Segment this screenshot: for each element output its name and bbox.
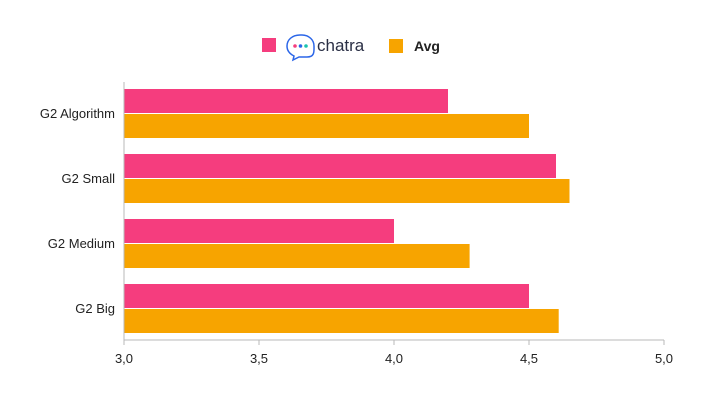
logo-dot: [304, 44, 308, 48]
category-label: G2 Big: [75, 301, 115, 316]
legend-swatch-chatra: [262, 38, 276, 52]
x-tick-label: 4,0: [385, 351, 403, 366]
chatra-logo: chatra: [286, 34, 365, 62]
bar-chatra-g2-big: [124, 284, 529, 308]
bar-avg-g2-big: [124, 309, 559, 333]
category-label: G2 Medium: [48, 236, 115, 251]
bar-avg-g2-algorithm: [124, 114, 529, 138]
legend-label-chatra: chatra: [317, 36, 365, 55]
category-labels: G2 Algorithm G2 Small G2 Medium G2 Big: [40, 106, 115, 316]
logo-dot: [298, 44, 303, 48]
x-tick-label: 3,5: [250, 351, 268, 366]
category-label: G2 Small: [62, 171, 116, 186]
x-tick-label: 5,0: [655, 351, 673, 366]
bar-avg-g2-medium: [124, 244, 470, 268]
legend-swatch-avg: [389, 39, 403, 53]
category-label: G2 Algorithm: [40, 106, 115, 121]
bar-chatra-g2-medium: [124, 219, 394, 243]
logo-dot: [293, 44, 297, 48]
x-axis-ticks: 3,0 3,5 4,0 4,5 5,0: [115, 340, 673, 366]
bar-avg-g2-small: [124, 179, 570, 203]
x-tick-label: 3,0: [115, 351, 133, 366]
bars: [124, 89, 570, 333]
bar-chatra-g2-algorithm: [124, 89, 448, 113]
legend-label-avg: Avg: [414, 38, 440, 54]
legend: chatra Avg: [262, 34, 440, 62]
x-tick-label: 4,5: [520, 351, 538, 366]
chat-bubble-icon: [286, 34, 315, 62]
bar-chatra-g2-small: [124, 154, 556, 178]
